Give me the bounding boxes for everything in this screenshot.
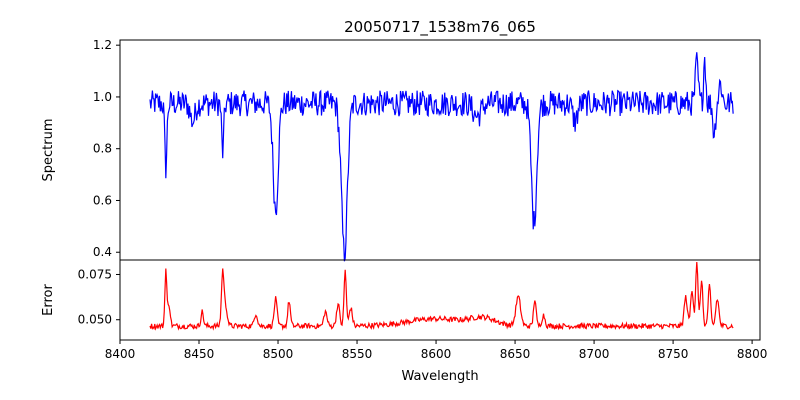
spectrum-y-ticks: 0.4 0.6 0.8 1.0 1.2: [93, 38, 120, 259]
wavelength-x-ticks: 8400 8450 8500 8550 8600 8650 8700 8750 8800: [105, 340, 768, 361]
error-series-line: [149, 262, 734, 331]
spectrum-panel: 0.4 0.6 0.8 1.0 1.2 Spectrum: [41, 38, 761, 262]
error-y-ticks: 0.050 0.075: [78, 267, 120, 327]
spectrum-y-tick-label: 1.0: [93, 90, 112, 104]
x-tick-label: 8500: [263, 347, 294, 361]
x-axis-label: Wavelength: [401, 369, 478, 384]
error-y-axis-label: Error: [41, 284, 56, 316]
chart-title: 20050717_1538m76_065: [344, 18, 536, 37]
spectrum-y-tick-label: 1.2: [93, 38, 112, 52]
x-tick-label: 8450: [184, 347, 215, 361]
error-y-tick-label: 0.050: [78, 313, 112, 327]
spectrum-y-tick-label: 0.6: [93, 193, 112, 207]
spectrum-y-tick-label: 0.8: [93, 142, 112, 156]
error-axes-frame: [119, 259, 761, 341]
spectrum-axes-frame: [119, 39, 761, 261]
x-tick-label: 8750: [658, 347, 689, 361]
x-tick-label: 8600: [421, 347, 452, 361]
x-tick-label: 8400: [105, 347, 136, 361]
error-y-tick-label: 0.075: [78, 267, 112, 281]
x-tick-label: 8800: [737, 347, 768, 361]
spectrum-y-tick-label: 0.4: [93, 245, 112, 259]
spectrum-series-line: [149, 52, 734, 262]
x-tick-label: 8650: [500, 347, 531, 361]
spectrum-y-axis-label: Spectrum: [41, 119, 56, 182]
x-tick-label: 8550: [342, 347, 373, 361]
x-tick-label: 8700: [579, 347, 610, 361]
